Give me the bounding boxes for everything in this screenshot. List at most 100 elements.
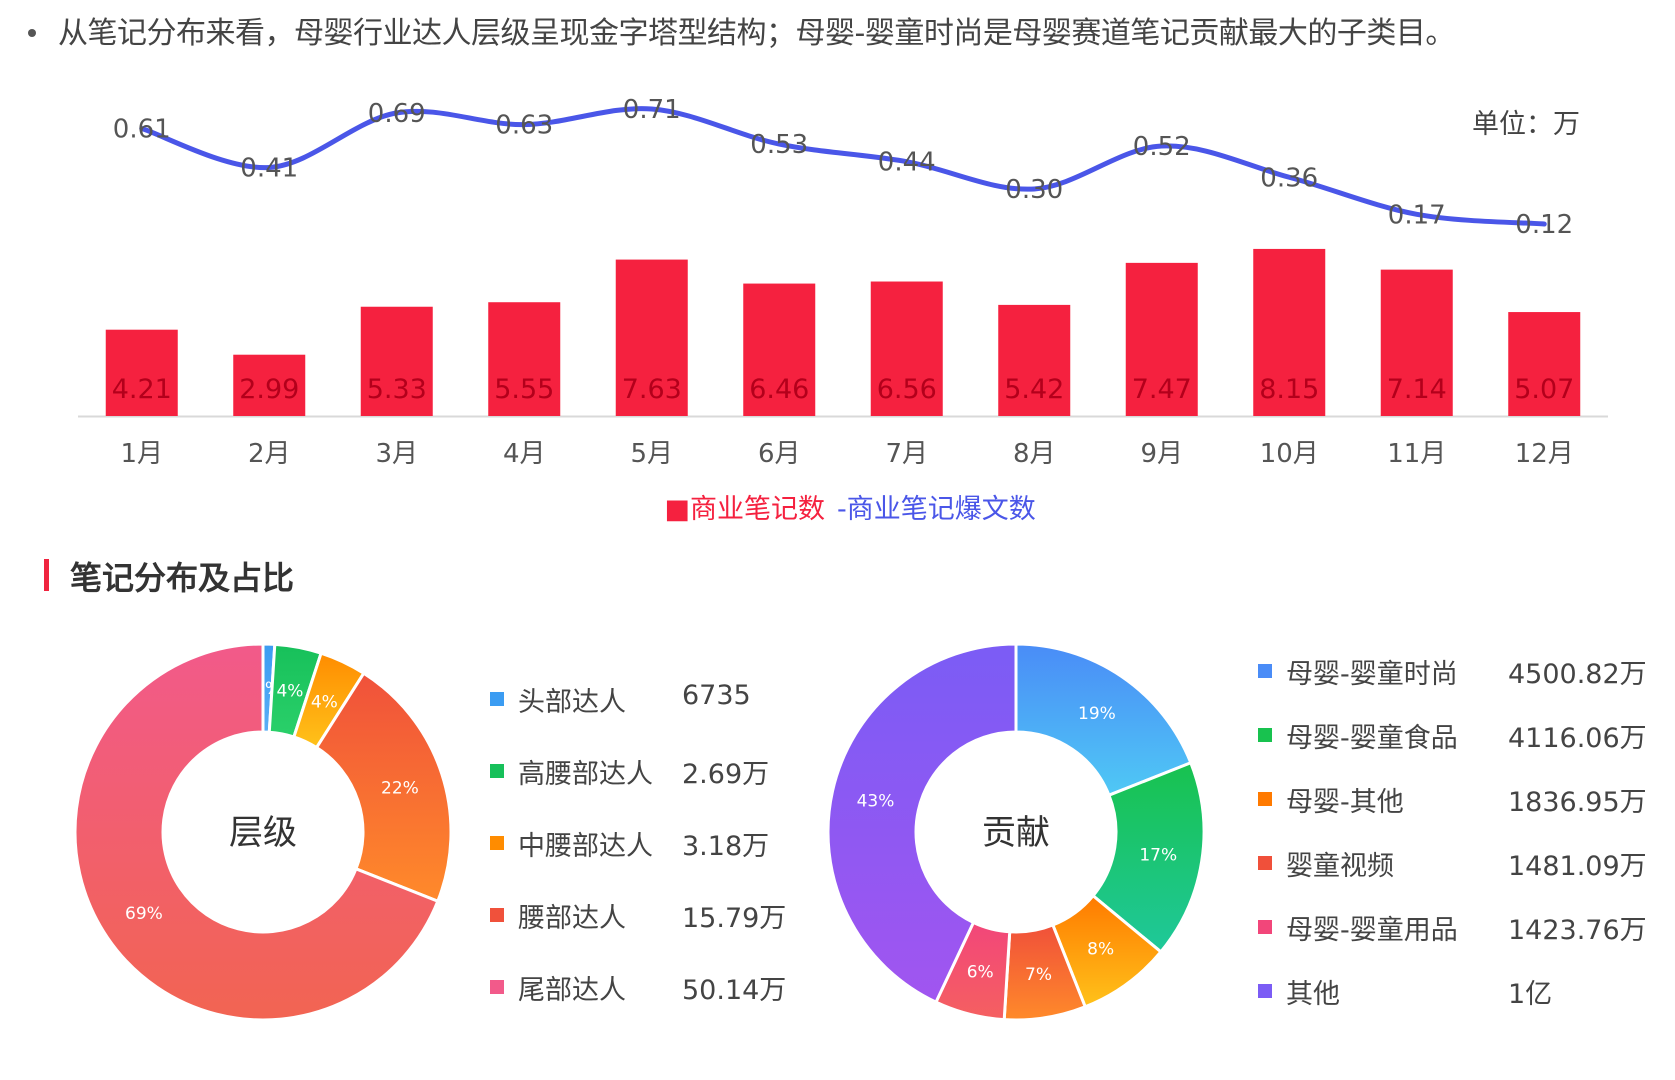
bar-7 <box>870 281 943 416</box>
bar-12 <box>1508 312 1581 416</box>
bar-label-6: 6.46 <box>749 374 809 405</box>
x-tick-label-5: 5月 <box>630 439 673 469</box>
bar-label-10: 8.15 <box>1259 374 1319 405</box>
x-tick-label-4: 4月 <box>503 439 546 469</box>
bar-8 <box>998 304 1071 416</box>
bar-label-7: 6.56 <box>877 374 937 405</box>
level-legend-swatch-3 <box>490 836 504 850</box>
bar-6 <box>743 283 816 416</box>
level-legend-value-3: 3.18万 <box>682 831 770 862</box>
legend-level: 头部达人 6735 高腰部达人 2.69万 中腰部达人 3.18万 腰部达人 15.79万 尾部… <box>490 680 790 1010</box>
contribution-legend-label-4: 婴童视频 <box>1286 851 1394 882</box>
legend-bar-series: ■商业笔记数 <box>664 494 825 525</box>
level-legend-value-1: 6735 <box>682 680 751 711</box>
x-tick-label-11: 11月 <box>1387 439 1446 469</box>
x-tick-label-2: 2月 <box>248 439 291 469</box>
x-tick-label-3: 3月 <box>375 439 418 469</box>
bullet-dot <box>28 28 36 37</box>
contribution-slice-label-5: 6% <box>967 962 994 982</box>
line-point-label-4: 0.63 <box>495 111 553 141</box>
level-slice-label-4: 22% <box>381 779 419 799</box>
level-legend-value-2: 2.69万 <box>682 759 770 790</box>
level-legend-swatch-1 <box>490 692 504 706</box>
level-legend-value-5: 50.14万 <box>682 975 787 1006</box>
contribution-legend-value-5: 1423.76万 <box>1508 915 1647 946</box>
level-legend-label-3: 中腰部达人 <box>518 831 653 862</box>
bar-label-12: 5.07 <box>1514 374 1574 405</box>
section-accent-bar <box>44 559 49 591</box>
bar-label-8: 5.42 <box>1004 374 1064 405</box>
bar-label-2: 2.99 <box>239 374 299 405</box>
x-tick-label-8: 8月 <box>1013 439 1056 469</box>
contribution-legend-swatch-5 <box>1258 920 1272 934</box>
section-title-text: 笔记分布及占比 <box>70 559 295 597</box>
x-tick-label-1: 1月 <box>120 439 163 469</box>
line-point-label-7: 0.44 <box>878 148 936 178</box>
line-point-label-11: 0.17 <box>1388 200 1446 230</box>
contribution-center-label: 贡献 <box>982 813 1050 853</box>
contribution-legend-value-2: 4116.06万 <box>1508 723 1647 754</box>
line-point-label-6: 0.53 <box>750 130 808 160</box>
level-slice-5 <box>73 642 440 1022</box>
bar-9 <box>1125 262 1198 416</box>
bar-label-3: 5.33 <box>367 374 427 405</box>
line-point-label-1: 0.61 <box>113 115 171 145</box>
bar-2 <box>233 354 306 416</box>
donut-chart-contribution: 19% 17% 8% 7% 6% 43% 贡献 <box>826 642 1206 1022</box>
contribution-legend-label-6: 其他 <box>1286 979 1340 1010</box>
x-tick-label-9: 9月 <box>1140 439 1183 469</box>
bar-label-9: 7.47 <box>1132 374 1192 405</box>
contribution-legend-value-3: 1836.95万 <box>1508 787 1647 818</box>
level-slice-label-3: 4% <box>311 693 338 713</box>
donut-chart-level: 1%4%4%22%69%层级 <box>73 642 453 1022</box>
bar-3 <box>360 306 433 416</box>
bar-label-4: 5.55 <box>494 374 554 405</box>
line-point-label-5: 0.71 <box>623 95 681 125</box>
legend-line-series: -商业笔记爆文数 <box>837 494 1036 525</box>
contribution-legend-value-6: 1亿 <box>1508 979 1553 1010</box>
x-tick-label-7: 7月 <box>885 439 928 469</box>
contribution-slice-1 <box>1014 642 1193 798</box>
level-legend-label-4: 腰部达人 <box>518 903 626 934</box>
line-point-label-3: 0.69 <box>368 99 426 129</box>
headline-text: 从笔记分布来看，母婴行业达人层级呈现金字塔型结构；母婴-婴童时尚是母婴赛道笔记贡… <box>58 16 1455 51</box>
line-point-label-8: 0.30 <box>1005 175 1063 205</box>
level-legend-label-5: 尾部达人 <box>518 975 626 1006</box>
bar-1 <box>105 329 178 416</box>
legend-contribution: 母婴-婴童时尚 4500.82万 母婴-婴童食品 4116.06万 母婴-其他 1836.… <box>1258 652 1647 1032</box>
x-tick-label-12: 12月 <box>1515 439 1574 469</box>
bar-4 <box>488 302 561 416</box>
contribution-legend-label-5: 母婴-婴童用品 <box>1286 915 1458 946</box>
level-slice-label-2: 4% <box>276 682 303 702</box>
level-center-label: 层级 <box>229 813 297 853</box>
line-point-label-9: 0.52 <box>1133 132 1191 162</box>
line-point-label-12: 0.12 <box>1515 210 1573 240</box>
contribution-slice-label-4: 7% <box>1025 965 1052 985</box>
contribution-slice-label-6: 43% <box>857 792 895 812</box>
contribution-legend-value-4: 1481.09万 <box>1508 851 1647 882</box>
bar-5 <box>615 259 688 416</box>
bar-label-5: 7.63 <box>622 374 682 405</box>
bar-11 <box>1380 269 1453 416</box>
contribution-legend-swatch-1 <box>1258 664 1272 678</box>
unit-label: 单位：万 <box>1472 109 1580 140</box>
contribution-legend-swatch-2 <box>1258 728 1272 742</box>
contribution-legend-label-1: 母婴-婴童时尚 <box>1286 659 1458 690</box>
contribution-legend-label-3: 母婴-其他 <box>1286 787 1404 818</box>
level-legend-label-1: 头部达人 <box>518 687 626 718</box>
contribution-legend-swatch-4 <box>1258 856 1272 870</box>
bar-10 <box>1253 248 1326 416</box>
contribution-slice-label-1: 19% <box>1078 704 1116 724</box>
contribution-slice-2 <box>1090 760 1206 954</box>
contribution-legend-label-2: 母婴-婴童食品 <box>1286 723 1458 754</box>
line-series <box>139 106 1547 227</box>
x-tick-label-10: 10月 <box>1260 439 1319 469</box>
level-legend-swatch-4 <box>490 908 504 922</box>
line-point-label-10: 0.36 <box>1260 163 1318 193</box>
level-legend-label-2: 高腰部达人 <box>518 759 653 790</box>
combo-chart: 4.21 1月 2.99 2月 5.33 3月 5.55 4月 7.63 5月 6.46 6月 6.56… <box>78 95 1608 525</box>
bar-label-11: 7.14 <box>1387 374 1447 405</box>
contribution-slice-6 <box>826 642 1018 1005</box>
contribution-legend-swatch-6 <box>1258 984 1272 998</box>
section-title: 笔记分布及占比 <box>44 553 294 599</box>
